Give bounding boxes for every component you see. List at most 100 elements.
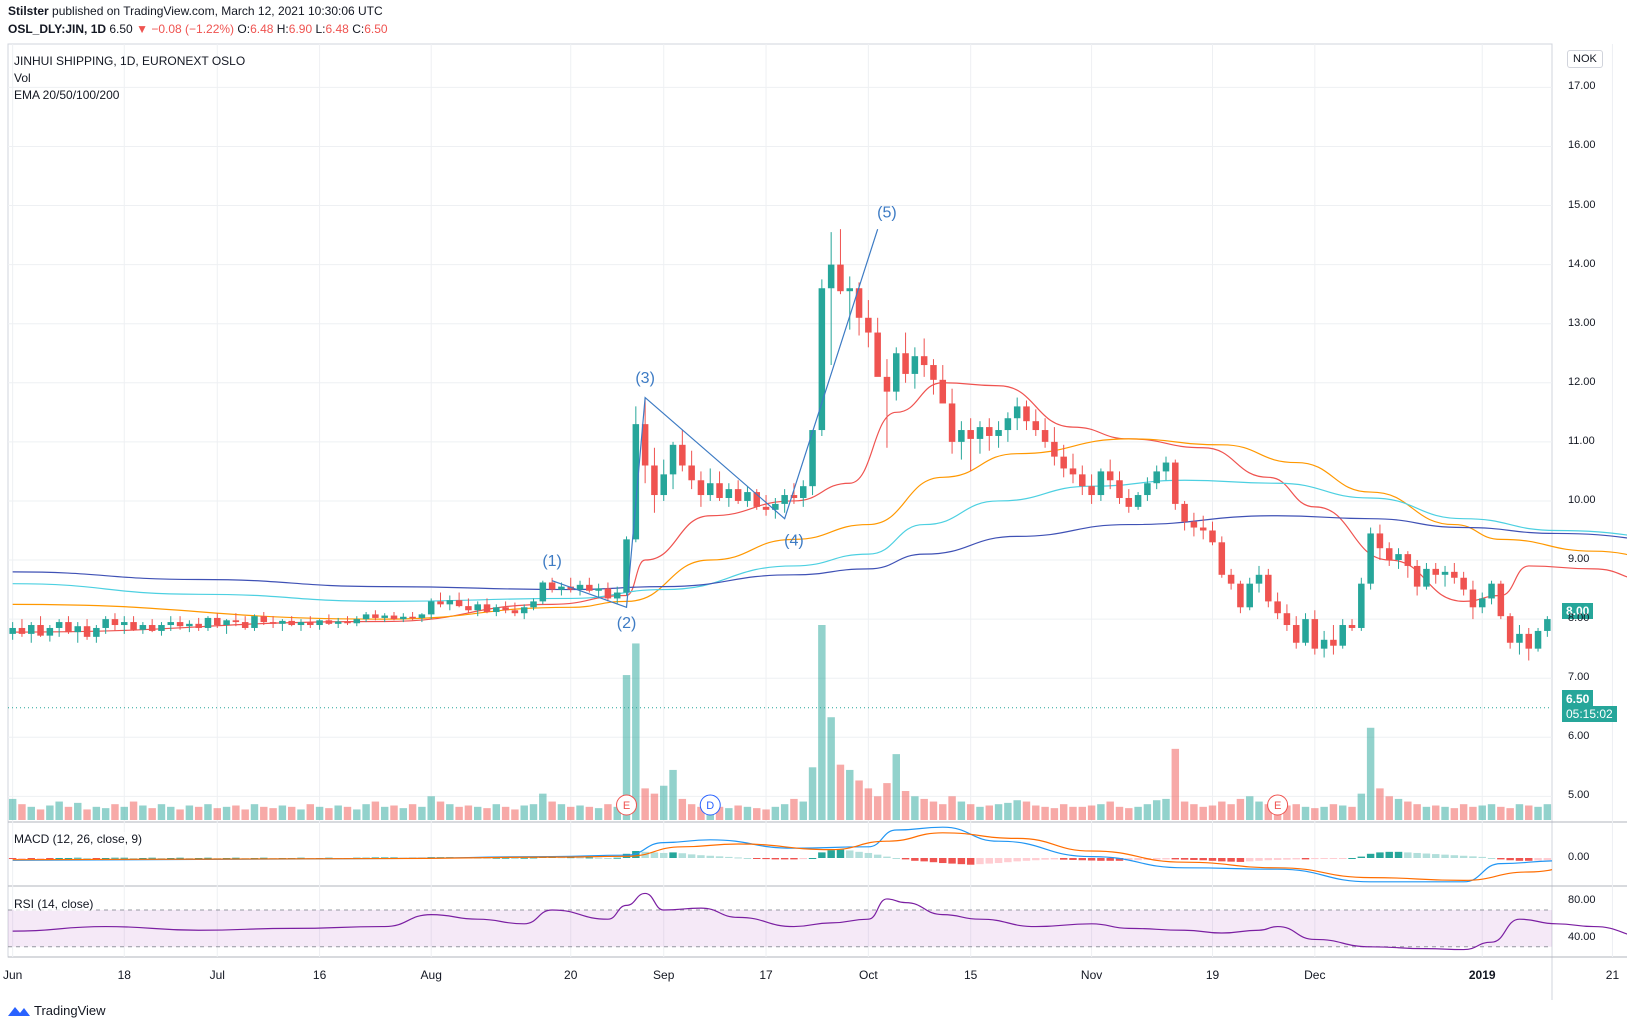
candle-body [1106,471,1114,481]
volume-bar [669,769,677,820]
volume-bar [167,806,175,820]
footer-brand: TradingView [34,1003,106,1018]
candle [744,486,751,507]
volume-bar [1227,804,1235,820]
macd-bar [1022,858,1031,861]
candle-body [706,483,714,496]
tradingview-logo[interactable]: TradingView [8,1003,106,1018]
macd-bar [1478,856,1486,858]
candle-body [595,588,602,591]
candle-body [251,616,258,628]
volume-bar [1329,804,1338,820]
publisher-name[interactable]: Stilster [8,4,49,18]
volume-bar [380,806,389,820]
candle-body [1013,406,1021,419]
price-tick-label: 13.00 [1568,316,1596,329]
candle-body [1339,625,1346,646]
volume-bar [1013,800,1021,820]
candle-body [827,264,835,289]
candle-body [809,430,816,487]
candle [409,612,416,621]
volume-bar [948,796,956,820]
macd-bar [1459,855,1468,858]
candle-body [1051,441,1058,457]
macd-bar [1422,853,1431,858]
macd-bar [1078,858,1087,861]
macd-bar [613,857,621,859]
volume-bar [762,809,770,820]
wave-label: (2) [617,615,637,632]
candle [195,617,202,631]
macd-bar [483,857,491,859]
candle [539,580,547,605]
time-tick-label: 17 [759,968,773,982]
volume-bar [799,801,807,820]
candle [530,598,537,611]
candle [121,616,128,634]
macd-bar [725,856,733,858]
macd-bar [371,857,380,859]
volume-bar [1385,796,1393,820]
volume-bar [957,801,966,820]
candle-body [576,584,584,590]
close-label: C: [352,22,365,36]
candle-body [1283,613,1291,626]
candle-body [1218,542,1226,575]
volume-bar [83,809,91,820]
macd-bar [1329,858,1338,859]
volume-bar [176,809,184,820]
candle [725,483,733,507]
candle [1292,616,1300,649]
candle [1339,619,1346,649]
candle [799,480,807,507]
macd-bar [687,854,696,858]
change-value: ▼ −0.08 (−1.22%) [136,22,234,36]
volume-bar [232,805,240,820]
volume-bar [1022,801,1031,820]
candle [827,232,835,366]
candle [995,421,1002,448]
volume-bar [139,805,147,820]
volume-bar [1441,806,1449,820]
candle [948,388,956,454]
volume-bar [64,806,73,820]
price-chart[interactable]: (1) (2) (3) (4) (5) E D E [0,0,1627,1000]
event-label: E [623,800,630,812]
candle [307,616,314,628]
candle-body [641,424,649,466]
candle [1162,456,1170,481]
wave-line [551,228,879,609]
candle [9,622,16,640]
price-tick-label: 6.00 [1568,730,1590,743]
candle-body [660,474,667,496]
candle [55,619,63,637]
macd-bar [1087,858,1096,861]
candle-body [1023,406,1030,422]
candle-body [139,625,147,630]
volume-bar [780,804,789,820]
volume-bar [846,769,854,820]
candle-body [939,379,947,404]
candle [865,300,872,348]
volume-bar [92,806,101,820]
macd-bar [8,858,17,859]
currency-button[interactable]: NOK [1567,50,1603,68]
macd-histogram [8,849,1552,865]
time-tick-label: 2019 [1468,968,1496,982]
volume-bar [622,675,631,820]
candle-body [9,627,16,634]
macd-bar [529,857,538,859]
volume-bar [446,804,454,820]
candle [1069,453,1077,484]
macd-signal-line [12,832,1552,882]
candle [1209,521,1216,546]
candle-body [307,622,314,626]
macd-bar [632,851,640,858]
macd-bar [1320,858,1328,859]
volume-bar [827,717,835,820]
candle [781,489,788,513]
volume-bar [1097,804,1105,820]
candle-body [437,601,444,605]
candle [93,625,100,643]
candle-body [893,353,900,392]
